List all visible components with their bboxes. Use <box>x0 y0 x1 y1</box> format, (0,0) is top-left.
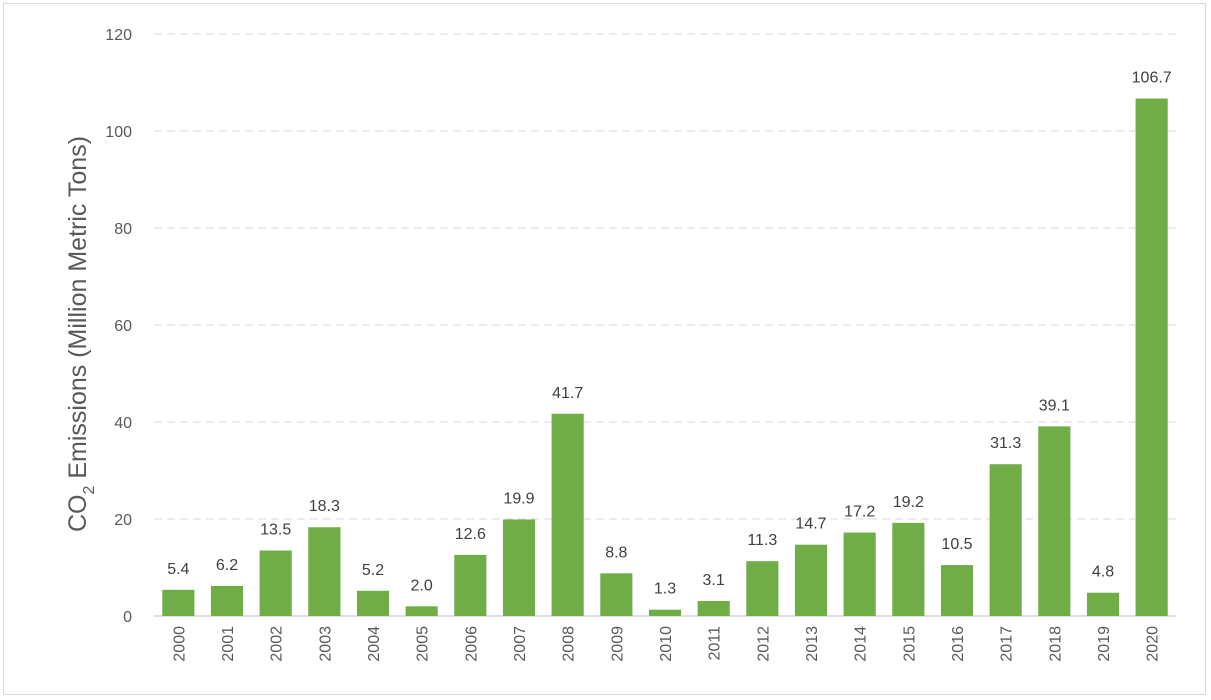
data-label: 19.2 <box>893 494 924 511</box>
bar-2011 <box>697 600 730 616</box>
x-tick-label: 2019 <box>1096 626 1113 662</box>
chart-frame: 5.4 6.2 13.5 18.3 5.2 2.0 12.6 19.9 41.7 8.8 1.3 3.… <box>3 3 1206 695</box>
data-labels: 5.4 6.2 13.5 18.3 5.2 2.0 12.6 19.9 41.7 8.8 1.3 3.… <box>167 70 1172 598</box>
x-tick-label: 2014 <box>853 626 870 662</box>
data-label: 31.3 <box>990 435 1021 452</box>
bar-2012 <box>746 561 779 616</box>
x-tick-label: 2003 <box>317 626 334 662</box>
x-tick-labels: 2000 2001 2002 2003 2004 2005 2006 2007 2008 2009… <box>171 626 1161 662</box>
bar-2001 <box>210 585 244 616</box>
x-tick-label: 2017 <box>999 626 1016 662</box>
bar-2000 <box>162 589 195 616</box>
bar-2007 <box>502 519 536 616</box>
bar-2019 <box>1086 592 1120 616</box>
bar-2018 <box>1038 426 1071 616</box>
x-tick-label: 2008 <box>561 626 578 662</box>
bar-2014 <box>843 532 876 616</box>
bar-2004 <box>356 590 390 616</box>
data-label: 3.1 <box>703 572 725 589</box>
bar-2003 <box>308 527 341 616</box>
x-tick-label: 2006 <box>463 626 480 662</box>
bar-2016 <box>940 565 974 616</box>
data-label: 6.2 <box>216 557 238 574</box>
x-tick-label: 2015 <box>901 626 918 662</box>
x-tick-label: 2007 <box>512 626 529 662</box>
bar-chart: 5.4 6.2 13.5 18.3 5.2 2.0 12.6 19.9 41.7 8.8 1.3 3.… <box>64 27 1176 662</box>
data-label: 5.2 <box>362 562 384 579</box>
x-tick-label: 2009 <box>609 626 626 662</box>
data-label: 17.2 <box>844 504 875 521</box>
data-label: 11.3 <box>747 532 777 549</box>
x-tick-label: 2018 <box>1047 626 1064 662</box>
bar-2002 <box>259 550 292 616</box>
x-tick-label: 2005 <box>415 626 432 662</box>
x-tick-label: 2010 <box>658 626 675 662</box>
x-tick-label: 2020 <box>1145 626 1162 662</box>
data-label: 106.7 <box>1132 70 1172 87</box>
y-axis-title: CO2 Emissions (Million Metric Tons) <box>64 136 98 532</box>
data-label: 5.4 <box>167 561 189 578</box>
x-tick-label: 2011 <box>707 626 724 661</box>
x-tick-label: 2013 <box>804 626 821 662</box>
bar-2005 <box>405 606 438 616</box>
data-label: 2.0 <box>411 577 433 594</box>
bar-2015 <box>892 522 925 616</box>
y-tick-label: 0 <box>123 609 132 626</box>
data-label: 14.7 <box>795 516 826 533</box>
bar-2010 <box>648 609 682 616</box>
x-tick-label: 2004 <box>366 626 383 662</box>
y-tick-label: 80 <box>114 221 132 238</box>
data-label: 1.3 <box>654 581 676 598</box>
x-tick-label: 2001 <box>220 626 237 662</box>
data-label: 18.3 <box>309 498 340 515</box>
x-tick-label: 2016 <box>950 626 967 662</box>
bar-2006 <box>454 554 487 616</box>
data-label: 4.8 <box>1092 564 1114 581</box>
data-label: 39.1 <box>1039 397 1070 414</box>
bar-2008 <box>551 413 584 616</box>
x-tick-label: 2002 <box>269 626 286 662</box>
bar-2013 <box>794 544 828 616</box>
data-label: 10.5 <box>941 536 972 553</box>
data-label: 8.8 <box>605 544 627 561</box>
bar-2009 <box>600 573 633 616</box>
bar-2017 <box>989 464 1022 616</box>
data-label: 13.5 <box>260 522 291 539</box>
y-tick-label: 120 <box>105 27 132 44</box>
data-label: 12.6 <box>455 526 486 543</box>
y-tick-label: 40 <box>114 415 132 432</box>
bar-2020 <box>1135 98 1168 616</box>
gridlines <box>154 33 1176 617</box>
x-tick-label: 2000 <box>171 626 188 662</box>
y-tick-labels: 0 20 40 60 80 100 120 <box>105 27 132 626</box>
data-label: 41.7 <box>552 385 583 402</box>
data-label: 19.9 <box>503 490 534 507</box>
bars <box>162 98 1168 616</box>
x-tick-label: 2012 <box>755 626 772 662</box>
y-tick-label: 20 <box>114 512 132 529</box>
y-tick-label: 100 <box>105 124 132 141</box>
y-tick-label: 60 <box>114 318 132 335</box>
